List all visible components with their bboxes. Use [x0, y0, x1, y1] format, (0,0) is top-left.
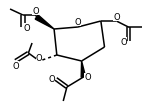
Text: O: O — [84, 73, 91, 82]
Text: O: O — [113, 13, 120, 22]
Text: O: O — [121, 37, 128, 46]
Text: O: O — [32, 7, 39, 16]
Text: O: O — [24, 23, 30, 32]
Text: O: O — [12, 61, 19, 70]
Polygon shape — [35, 16, 54, 30]
Polygon shape — [81, 61, 86, 78]
Text: O: O — [75, 17, 81, 26]
Text: O: O — [36, 53, 42, 62]
Text: O: O — [48, 75, 55, 84]
